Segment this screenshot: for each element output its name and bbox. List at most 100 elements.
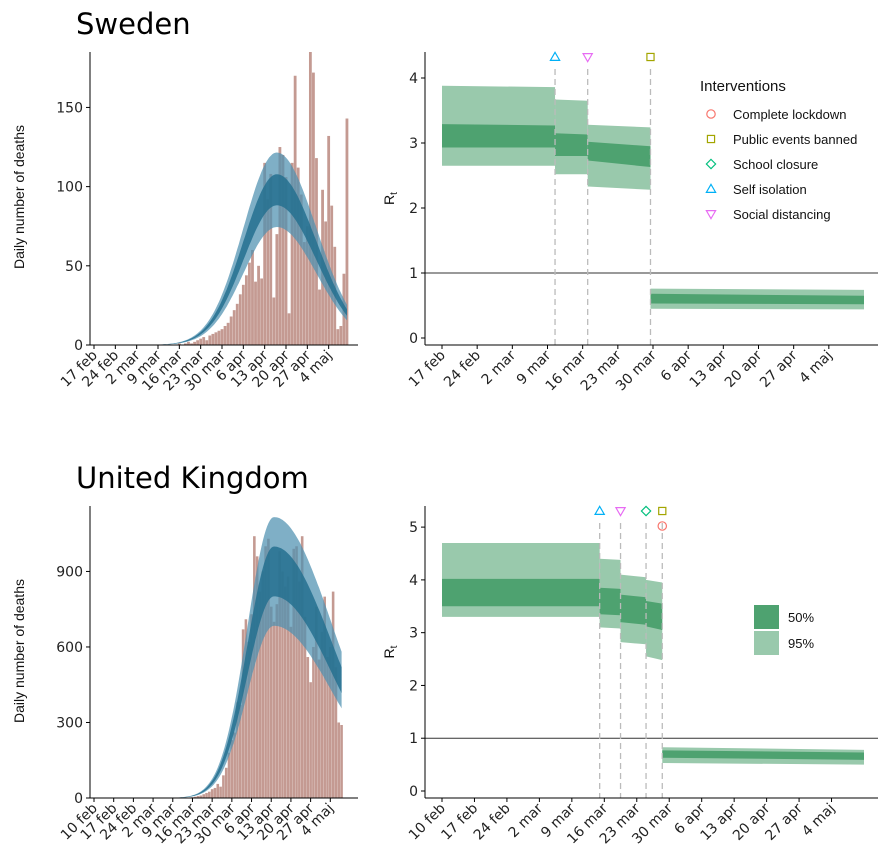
sweden-deaths-bar [248, 262, 251, 345]
ci-95-label: 95% [788, 636, 814, 651]
sweden-rt-event-social-distancing-marker [582, 53, 594, 63]
sweden-deaths-bar [284, 177, 288, 345]
uk-deaths-bar [300, 536, 304, 798]
uk-deaths-bar [236, 702, 239, 798]
sweden-deaths-bar [241, 284, 245, 345]
legend-public-events-banned-label: Public events banned [733, 132, 857, 147]
sweden-deaths-bar [308, 52, 312, 345]
legend-complete-lockdown-label: Complete lockdown [733, 107, 846, 122]
uk-rt-y-tick-label: 1 [409, 731, 418, 747]
sweden-deaths-bar [318, 289, 321, 345]
uk-rt-event-complete-lockdown-marker [657, 521, 668, 531]
sweden-rt-rt-ylabel: Rt [381, 192, 400, 205]
sweden-deaths-bar [278, 147, 282, 345]
uk-rt-rt-ylabel-sub: t [389, 645, 400, 648]
sweden-deaths-y-tick-label: 0 [74, 338, 83, 354]
uk-rt-x-tick-label: 2 mar [506, 800, 547, 841]
uk-deaths-bar [269, 606, 273, 798]
uk-deaths-bar [323, 596, 326, 798]
legend-self-isolation-marker [705, 183, 717, 193]
sweden-rt-y-tick-label: 1 [409, 266, 418, 282]
sweden-rt-y-tick-label: 2 [409, 201, 418, 217]
uk-rt-rt-ci50 [646, 601, 663, 631]
uk-deaths-bar [230, 740, 234, 798]
uk-deaths-bar [306, 657, 310, 798]
uk-deaths-bar [250, 614, 253, 798]
sweden-deaths-bar [296, 167, 300, 345]
ci-50-label: 50% [788, 610, 814, 625]
uk-deaths-y-tick-label: 0 [74, 791, 83, 807]
sweden-deaths-bar [208, 335, 212, 345]
sweden-deaths-bar [345, 118, 349, 345]
uk-deaths-bar [312, 646, 315, 798]
sweden-deaths-bar [226, 322, 230, 345]
uk-deaths-bar [193, 796, 197, 798]
sweden-deaths-bar [193, 341, 196, 345]
sweden-rt-x-tick-label: 13 apr [687, 347, 731, 391]
uk-deaths-bar [298, 581, 301, 798]
sweden-deaths-bar [336, 329, 340, 345]
interventions-legend: Interventions Complete lockdown Public ev… [700, 78, 857, 222]
uk-rt-event-public-events-banned-marker [658, 506, 667, 516]
sweden-deaths-bar [229, 316, 233, 345]
sweden-deaths-bar [299, 194, 303, 345]
sweden-rt-x-tick-label: 20 apr [722, 347, 766, 391]
uk-deaths-bar [255, 556, 259, 798]
uk-rt-y-tick-label: 2 [409, 678, 418, 694]
uk-deaths-bar [227, 752, 231, 798]
sweden-deaths-bar [211, 333, 215, 345]
sweden-deaths-bar [275, 234, 279, 345]
uk-deaths-bar [264, 546, 267, 798]
sweden-rt-x-tick-label: 24 feb [441, 347, 484, 390]
ci-50-swatch [754, 605, 779, 629]
uk-rt-rt-ci50 [599, 587, 621, 616]
sweden-title: Sweden [76, 7, 191, 41]
uk-deaths-bar [261, 571, 265, 798]
sweden-deaths-bar [287, 313, 291, 345]
sweden-rt-x-tick-label: 27 apr [757, 347, 801, 391]
sweden-rt-y-tick-label: 0 [409, 331, 418, 347]
sweden-deaths-bar [327, 135, 331, 345]
sweden-rt-y-tick-label: 4 [409, 71, 418, 87]
sweden-deaths-bar [339, 325, 343, 345]
uk-deaths-bar [222, 775, 225, 798]
sweden-deaths-bar [184, 343, 187, 345]
uk-deaths-bar [334, 667, 338, 798]
uk-rt-y-tick-label: 3 [409, 626, 418, 642]
uk-rt-rt-ci50 [620, 594, 647, 625]
uk-deaths-bar [317, 659, 321, 798]
sweden-deaths-bar [214, 332, 218, 345]
uk-deaths-bar [278, 551, 281, 798]
uk-deaths-bar [258, 591, 262, 798]
uk-deaths-bar [329, 646, 332, 798]
uk-deaths-bar [292, 548, 296, 798]
sweden-rt-rt-ci50 [555, 133, 588, 156]
sweden-deaths-bar [302, 242, 306, 345]
sweden-deaths-y-tick-label: 150 [56, 100, 83, 116]
uk-deaths-bar [272, 621, 276, 798]
uk-deaths-bar [224, 767, 228, 798]
uk-deaths-bar [281, 571, 284, 798]
sweden-deaths-bar [177, 343, 181, 345]
legend-social-distancing-label: Social distancing [733, 207, 831, 222]
uk-deaths-bar [340, 725, 343, 798]
sweden-deaths-bar [272, 297, 276, 345]
ci-95-swatch [754, 631, 779, 655]
sweden-rt-rt-ylabel-sub: t [389, 192, 400, 195]
sweden-deaths-bar [205, 340, 209, 345]
uk-deaths-bar [267, 538, 270, 798]
sweden-deaths-bar [217, 330, 221, 345]
sweden-deaths-bar [238, 294, 242, 345]
sweden-deaths-bar [244, 275, 248, 345]
uk-rt-y-tick-label: 4 [409, 573, 418, 589]
sweden-deaths-y-tick-label: 50 [65, 259, 83, 275]
sweden-deaths-bar [196, 340, 200, 345]
sweden-deaths-bar [305, 226, 309, 345]
uk-deaths-bar [309, 682, 312, 798]
sweden-deaths-bar [199, 338, 203, 345]
uk-deaths-bar [337, 722, 341, 798]
uk-rt-y-tick-label: 0 [409, 784, 418, 800]
